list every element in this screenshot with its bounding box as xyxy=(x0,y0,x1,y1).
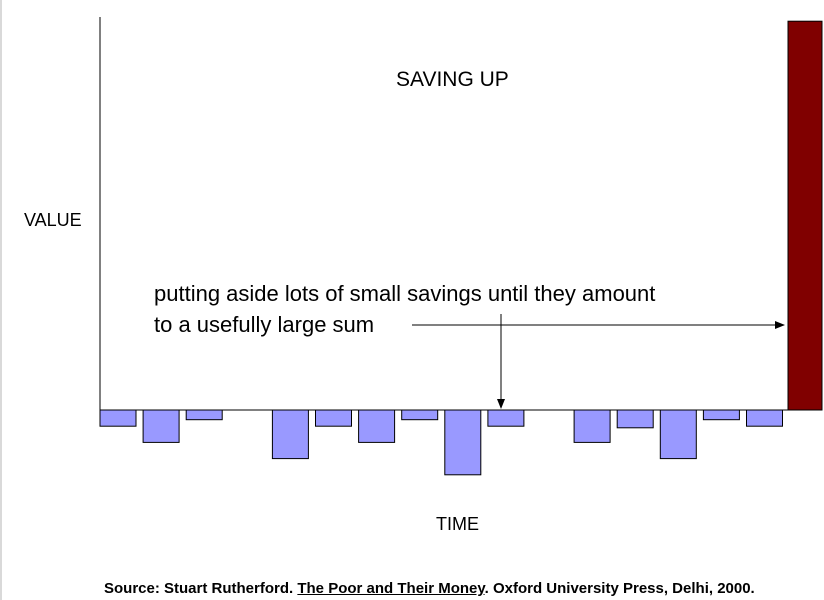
deposit-bar xyxy=(401,409,439,421)
deposit-bar xyxy=(142,409,180,443)
annotation-line-1: putting aside lots of small savings unti… xyxy=(154,281,656,306)
deposit-bar xyxy=(99,409,137,427)
lump-sum-bar xyxy=(787,20,823,411)
deposit-bar xyxy=(271,409,309,460)
deposit-bar xyxy=(358,409,396,443)
annotation-line-2: to a usefully large sum xyxy=(154,312,375,337)
bars-layer xyxy=(99,20,823,476)
source-suffix: . Oxford University Press, Delhi, 2000. xyxy=(484,580,755,597)
deposit-bar xyxy=(573,409,611,443)
diagram-title: SAVING UP xyxy=(396,68,509,91)
source-book-title: The Poor and Their Money xyxy=(297,580,485,597)
slide-left-edge xyxy=(0,0,2,600)
y-axis-label: VALUE xyxy=(24,210,82,230)
deposit-bar xyxy=(702,409,740,421)
source-citation: Source: Stuart Rutherford. The Poor and … xyxy=(104,580,755,597)
source-prefix: Source: Stuart Rutherford. xyxy=(104,580,298,597)
deposit-bar xyxy=(185,409,223,421)
deposit-bar xyxy=(616,409,654,429)
deposit-bar xyxy=(487,409,525,427)
deposit-bar xyxy=(444,409,482,476)
deposit-bar xyxy=(659,409,697,460)
x-axis-label: TIME xyxy=(436,514,479,534)
deposit-bar xyxy=(746,409,783,427)
deposit-bar xyxy=(315,409,352,427)
